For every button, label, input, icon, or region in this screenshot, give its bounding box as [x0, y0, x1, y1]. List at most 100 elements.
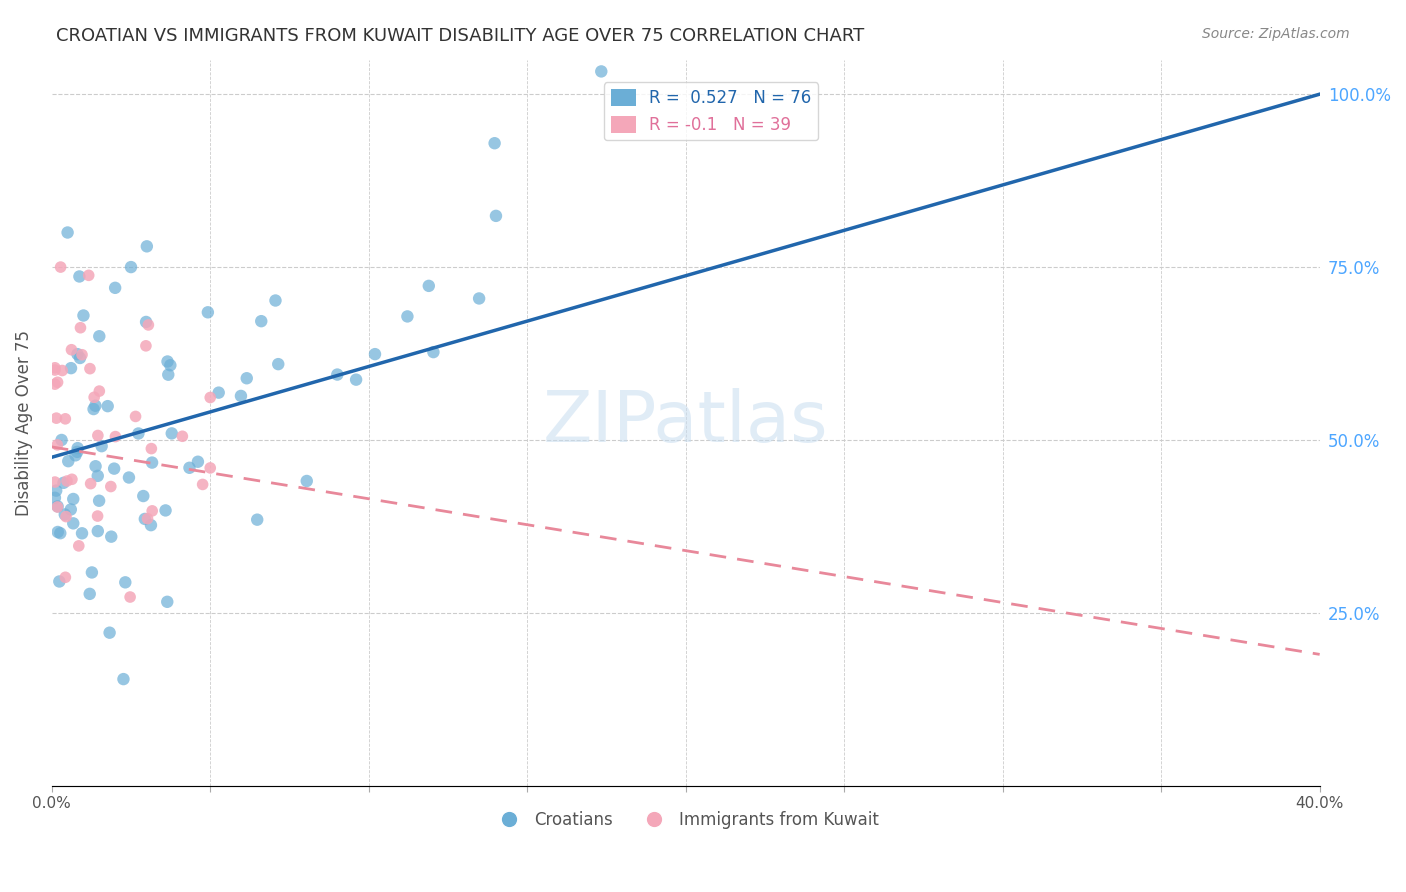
Text: ZIPatlas: ZIPatlas: [543, 388, 828, 458]
Point: [65, 448, 87, 462]
Point: [52, 475, 75, 490]
Point: [124, 409, 146, 424]
Point: [87, 468, 110, 483]
Point: [141, 456, 163, 470]
Point: [66, 441, 89, 455]
Legend: Croatians, Immigrants from Kuwait: Croatians, Immigrants from Kuwait: [485, 805, 886, 836]
Point: [246, 513, 269, 527]
Point: [72, 309, 94, 323]
Point: [484, 136, 506, 151]
Point: [191, 477, 214, 491]
Point: [44, 360, 66, 375]
Point: [77, 268, 100, 283]
Point: [135, 239, 157, 253]
Point: [49, 526, 72, 541]
Point: [104, 281, 127, 295]
Point: [103, 461, 125, 475]
Point: [44, 491, 66, 505]
Point: [485, 209, 508, 223]
Point: [67, 269, 90, 284]
Point: [344, 373, 367, 387]
Y-axis label: Disability Age Over 75: Disability Age Over 75: [15, 330, 32, 516]
Point: [83, 402, 105, 417]
Point: [155, 503, 177, 517]
Point: [159, 358, 181, 372]
Point: [295, 474, 318, 488]
Point: [70, 348, 93, 362]
Point: [66, 347, 89, 361]
Point: [49, 260, 72, 274]
Point: [62, 516, 84, 531]
Point: [51, 363, 73, 377]
Point: [118, 470, 141, 484]
Point: [46, 438, 69, 452]
Point: [56, 226, 79, 240]
Point: [60, 472, 83, 486]
Point: [60, 361, 83, 376]
Point: [80, 566, 103, 580]
Point: [235, 371, 257, 385]
Point: [53, 570, 76, 584]
Point: [468, 292, 491, 306]
Point: [114, 575, 136, 590]
Point: [90, 439, 112, 453]
Point: [45, 411, 67, 425]
Point: [98, 625, 121, 640]
Point: [120, 260, 142, 274]
Point: [79, 587, 101, 601]
Point: [157, 368, 180, 382]
Point: [62, 491, 84, 506]
Point: [264, 293, 287, 308]
Point: [46, 500, 69, 514]
Point: [69, 351, 91, 365]
Point: [70, 526, 93, 541]
Point: [55, 509, 77, 524]
Point: [141, 442, 163, 456]
Point: [135, 339, 157, 353]
Point: [418, 278, 440, 293]
Point: [138, 318, 160, 332]
Point: [51, 433, 73, 447]
Point: [250, 314, 273, 328]
Point: [396, 310, 419, 324]
Point: [132, 489, 155, 503]
Point: [127, 426, 149, 441]
Point: [79, 361, 101, 376]
Point: [45, 483, 67, 498]
Point: [69, 320, 91, 334]
Point: [46, 376, 69, 390]
Point: [97, 399, 120, 413]
Point: [48, 574, 70, 589]
Point: [53, 508, 76, 522]
Point: [59, 502, 82, 516]
Point: [120, 590, 142, 604]
Point: [136, 511, 159, 525]
Point: [83, 390, 105, 404]
Point: [87, 524, 110, 538]
Point: [44, 475, 66, 489]
Point: [141, 504, 163, 518]
Text: CROATIAN VS IMMIGRANTS FROM KUWAIT DISABILITY AGE OVER 75 CORRELATION CHART: CROATIAN VS IMMIGRANTS FROM KUWAIT DISAB…: [56, 27, 865, 45]
Point: [87, 493, 110, 508]
Point: [46, 524, 69, 539]
Point: [66, 445, 89, 459]
Point: [187, 455, 209, 469]
Point: [364, 347, 387, 361]
Point: [89, 329, 111, 343]
Point: [200, 391, 222, 405]
Point: [160, 426, 183, 441]
Point: [208, 385, 231, 400]
Point: [179, 460, 201, 475]
Point: [156, 354, 179, 368]
Point: [267, 357, 290, 371]
Point: [100, 530, 122, 544]
Point: [58, 454, 80, 468]
Text: Source: ZipAtlas.com: Source: ZipAtlas.com: [1202, 27, 1350, 41]
Point: [53, 412, 76, 426]
Point: [79, 476, 101, 491]
Point: [87, 428, 110, 442]
Point: [67, 539, 90, 553]
Point: [229, 389, 252, 403]
Point: [200, 461, 222, 475]
Point: [139, 518, 162, 533]
